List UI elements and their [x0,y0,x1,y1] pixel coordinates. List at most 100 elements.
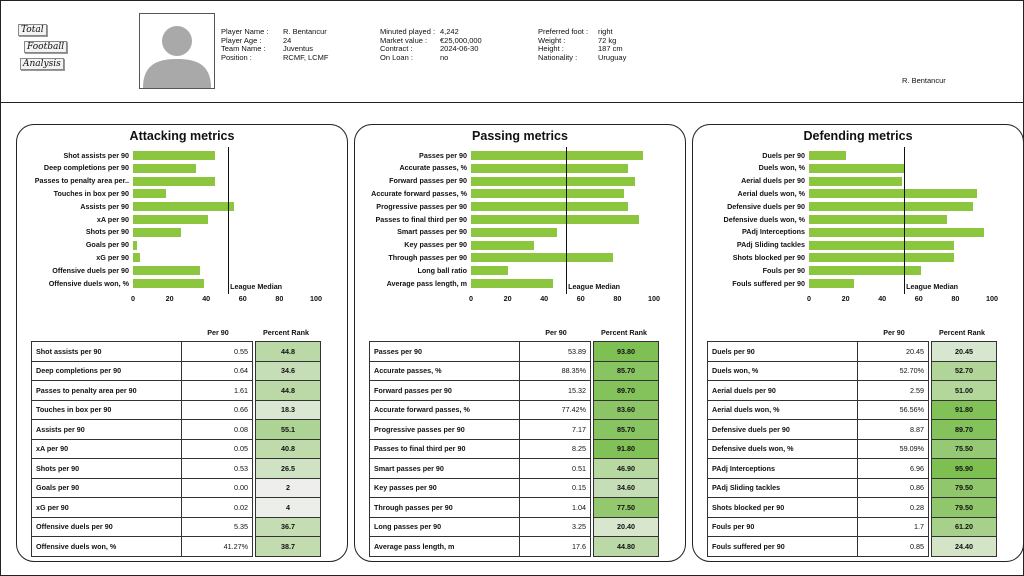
per90-cell: 59.09% [857,438,929,459]
bar-category-label: Long ball ratio [417,265,467,275]
bar-category-label: Assists per 90 [80,201,129,211]
logo-line-3: Analysis [20,58,64,70]
table-row: Average pass length, m 17.6 44.80 [369,536,659,557]
table-row: Aerial duels won, % 56.56% 91.80 [707,399,997,420]
info-row: On Loan : no [380,53,482,63]
bar [471,227,557,237]
percent-rank-cell: 36.7 [255,516,321,537]
x-tick-label: 40 [202,294,211,303]
bar-category-label: Passes per 90 [419,150,467,160]
x-tick-label: 80 [275,294,284,303]
bar [133,240,137,250]
info-value: right [598,27,613,36]
per90-cell: 0.28 [857,497,929,518]
bar [471,215,639,224]
metric-name-cell: Aerial duels per 90 [707,380,858,401]
player-info-col-1: Player Name : R. Bentancur Player Age : 2… [221,27,328,62]
metric-name-cell: PAdj Interceptions [707,458,858,479]
metric-name-cell: Fouls per 90 [707,516,858,537]
metric-name-cell: Touches in box per 90 [31,399,182,420]
per90-cell: 20.45 [857,341,929,362]
bar-category-label: Accurate passes, % [399,163,467,173]
table-row: Through passes per 90 1.04 77.50 [369,497,659,518]
metric-name-cell: Smart passes per 90 [369,458,520,479]
metrics-table: Passes per 90 53.89 93.80 Accurate passes, … [369,341,659,557]
league-median-line [566,147,568,294]
bar [809,279,854,288]
metrics-table: Duels per 90 20.45 20.45 Duels won, % 52.70%… [707,341,997,557]
percent-rank-cell: 79.50 [931,477,997,498]
bar [809,240,955,250]
bar [133,189,167,199]
percent-rank-cell: 83.60 [593,399,659,420]
bar [471,279,553,288]
per90-cell: 8.25 [519,438,591,459]
metric-name-cell: Fouls suffered per 90 [707,536,858,557]
bar-category-label: Fouls per 90 [762,265,805,275]
bar [809,151,847,160]
percent-rank-cell: 89.70 [931,419,997,440]
bar [809,253,955,263]
table-row: Progressive passes per 90 7.17 85.70 [369,419,659,440]
percent-rank-cell: 75.50 [931,438,997,459]
table-row: PAdj Interceptions 6.96 95.90 [707,458,997,479]
bar [809,189,977,199]
table-row: Offensive duels per 90 5.35 36.7 [31,516,321,537]
metric-name-cell: Assists per 90 [31,419,182,440]
bar-category-label: xA per 90 [96,214,129,224]
bar-category-label: PAdj Sliding tackles [736,240,805,250]
percent-rank-cell: 46.90 [593,458,659,479]
metric-name-cell: Offensive duels won, % [31,536,182,557]
table-row: Smart passes per 90 0.51 46.90 [369,458,659,479]
per90-cell: 0.85 [857,536,929,557]
league-median-label: League Median [906,281,959,291]
bar-category-label: Defensive duels won, % [723,214,805,224]
per90-cell: 56.56% [857,399,929,420]
bar-category-label: Duels won, % [758,163,805,173]
info-value: 24 [283,35,292,45]
bar-category-label: Progressive passes per 90 [376,201,467,211]
per90-header: Per 90 [207,328,229,337]
metric-name-cell: Long passes per 90 [369,516,520,537]
player-info-col-2: Minuted played : 4,242 Market value : €25… [380,27,482,63]
info-row: Weight : 72 kg [538,36,626,46]
bar-category-label: xG per 90 [96,252,129,262]
bar [809,215,948,224]
x-tick-label: 20 [503,294,512,303]
percent-rank-cell: 85.70 [593,419,659,440]
table-row: Accurate forward passes, % 77.42% 83.60 [369,399,659,420]
table-row: Defensive duels per 90 8.87 89.70 [707,419,997,440]
bar [133,266,201,276]
table-row: Forward passes per 90 15.32 89.70 [369,380,659,401]
percent-rank-cell: 77.50 [593,497,659,518]
percent-rank-cell: 44.8 [255,380,321,401]
player-info-col-3: Preferred foot : right Weight : 72 kg Heig… [538,27,627,62]
per90-cell: 0.08 [181,419,253,440]
x-tick-label: 20 [165,294,174,303]
logo-line-2: Football [24,41,68,53]
bar [809,176,903,186]
per90-cell: 0.02 [181,497,253,518]
bar [809,266,921,276]
info-key: Contract : [380,44,413,54]
bar [471,202,628,212]
bar [471,151,643,160]
bar [133,202,234,212]
metric-name-cell: Passes per 90 [369,341,520,362]
percent-rank-header: Percent Rank [263,328,309,337]
metric-name-cell: xG per 90 [31,497,182,518]
per90-cell: 41.27% [181,536,253,557]
metric-name-cell: Accurate forward passes, % [369,399,520,420]
per90-cell: 15.32 [519,380,591,401]
metric-name-cell: Key passes per 90 [369,477,520,498]
metric-name-cell: Offensive duels per 90 [31,516,182,537]
metric-name-cell: Progressive passes per 90 [369,419,520,440]
per90-cell: 5.35 [181,516,253,537]
info-value: Uruguay [598,52,627,62]
table-row: xA per 90 0.05 40.8 [31,438,321,459]
percent-rank-cell: 61.20 [931,516,997,537]
info-value: 2024-06-30 [440,44,479,54]
info-row: Minuted played : 4,242 [380,27,482,37]
player-header: Total Football Analysis Player Name : R.… [0,0,1024,103]
bar [471,266,509,276]
